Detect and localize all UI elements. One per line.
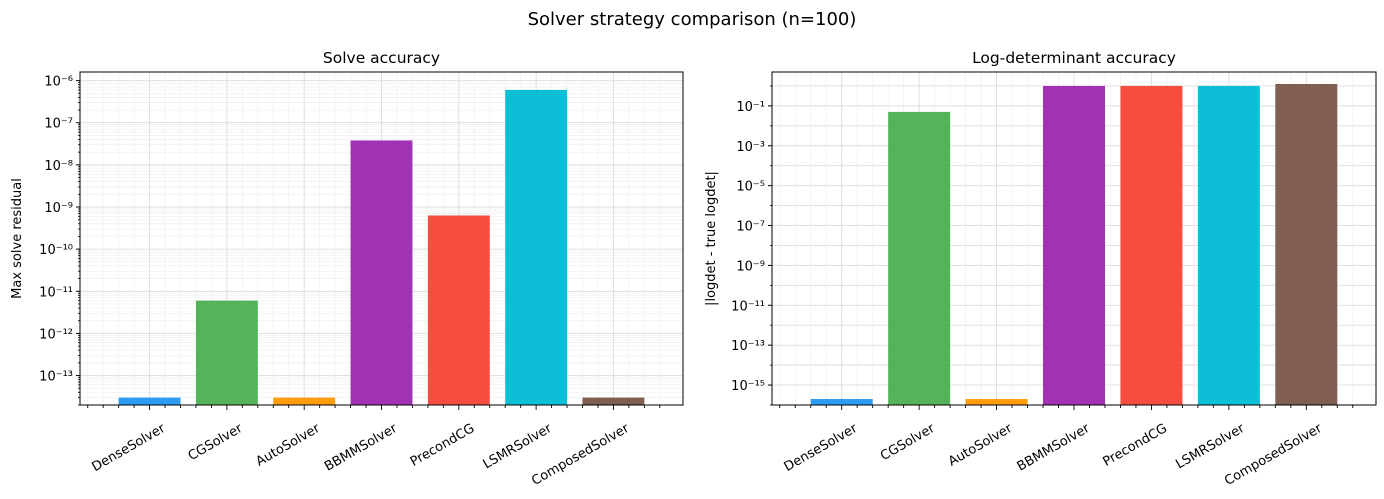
y-axis-label: |logdet - true logdet| bbox=[704, 171, 719, 306]
bar-densesolver bbox=[118, 397, 181, 405]
bar-cgsolver bbox=[195, 300, 258, 405]
chart-title: Solve accuracy bbox=[323, 49, 440, 67]
bar-precondcg bbox=[1120, 85, 1183, 405]
x-tick-label-densesolver: DenseSolver bbox=[90, 421, 169, 475]
bar-autosolver bbox=[965, 398, 1028, 405]
y-tick-label: 10⁻¹³ bbox=[39, 370, 73, 385]
bar-lsmrsolver bbox=[1197, 85, 1260, 405]
bar-densesolver bbox=[810, 398, 873, 405]
y-tick-label: 10⁻⁹ bbox=[44, 201, 73, 216]
y-tick-label: 10⁻¹⁵ bbox=[731, 379, 765, 394]
bar-bbmmsolver bbox=[350, 140, 413, 406]
y-axis-label: Max solve residual bbox=[10, 178, 25, 299]
y-tick-label: 10⁻³ bbox=[736, 140, 765, 155]
y-tick-label: 10⁻¹⁰ bbox=[39, 243, 73, 258]
bar-cgsolver bbox=[888, 111, 951, 406]
x-tick-label-precondcg: PrecondCG bbox=[1100, 421, 1169, 470]
x-tick-label-autosolver: AutoSolver bbox=[254, 421, 324, 470]
bar-autosolver bbox=[273, 397, 336, 405]
solve-accuracy-chart: 10⁻¹³ 10⁻¹² 10⁻¹¹ 10⁻¹⁰ 10⁻⁹ 10⁻⁸ 10⁻⁷ 10⁻⁶ Dens… bbox=[10, 49, 684, 489]
y-tick-label: 10⁻⁸ bbox=[44, 159, 73, 174]
y-tick-label: 10⁻¹¹ bbox=[39, 285, 73, 300]
x-tick-label-bbmmsolver: BBMMSolver bbox=[322, 421, 400, 475]
y-tick-label: 10⁻⁷ bbox=[736, 220, 765, 235]
x-tick-label-cgsolver: CGSolver bbox=[186, 421, 246, 464]
y-tick-label: 10⁻⁵ bbox=[736, 180, 765, 195]
x-tick-label-lsmrsolver: LSMRSolver bbox=[1173, 421, 1247, 473]
x-tick-label-precondcg: PrecondCG bbox=[408, 421, 477, 470]
x-tick-label-bbmmsolver: BBMMSolver bbox=[1015, 421, 1093, 475]
chart-title: Log-determinant accuracy bbox=[972, 49, 1176, 67]
figure-title: Solver strategy comparison (n=100) bbox=[528, 9, 857, 30]
bar-precondcg bbox=[427, 215, 490, 405]
y-tick-label: 10⁻¹³ bbox=[731, 339, 765, 354]
bar-composedsolver bbox=[1275, 84, 1338, 405]
y-tick-label: 10⁻⁷ bbox=[44, 117, 73, 132]
y-tick-label: 10⁻¹ bbox=[736, 100, 765, 115]
y-tick-label: 10⁻⁶ bbox=[44, 75, 73, 90]
y-tick-label: 10⁻¹² bbox=[39, 327, 73, 342]
y-tick-label: 10⁻¹¹ bbox=[731, 299, 765, 314]
y-tick-label: 10⁻⁹ bbox=[736, 259, 765, 274]
x-tick-label-lsmrsolver: LSMRSolver bbox=[481, 421, 555, 473]
x-tick-label-autosolver: AutoSolver bbox=[946, 421, 1016, 470]
x-tick-label-densesolver: DenseSolver bbox=[782, 421, 861, 475]
bar-bbmmsolver bbox=[1043, 85, 1105, 405]
bar-composedsolver bbox=[582, 397, 645, 405]
logdet-accuracy-chart: 10⁻¹⁵ 10⁻¹³ 10⁻¹¹ 10⁻⁹ 10⁻⁷ 10⁻⁵ 10⁻³ 10⁻¹ Dense… bbox=[704, 49, 1377, 489]
bar-lsmrsolver bbox=[505, 89, 568, 406]
x-tick-label-cgsolver: CGSolver bbox=[878, 421, 938, 464]
